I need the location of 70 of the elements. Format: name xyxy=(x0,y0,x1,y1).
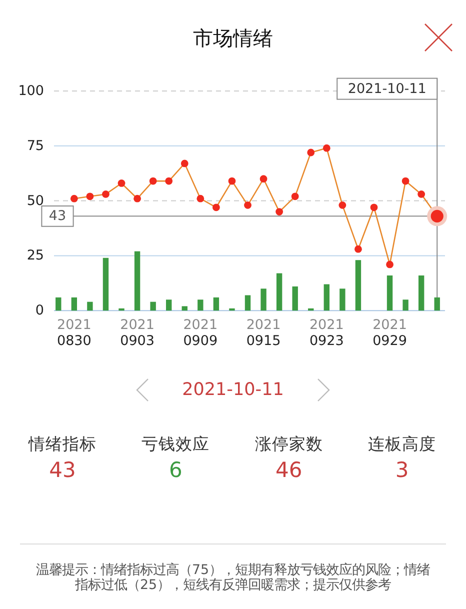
point xyxy=(228,177,236,185)
chart-title: 市场情绪 xyxy=(193,26,273,50)
point xyxy=(402,177,410,185)
x-tick-label: 2021 0909 xyxy=(183,317,218,349)
bar xyxy=(102,258,109,311)
bar xyxy=(324,284,330,311)
data-label: 6 xyxy=(169,458,182,482)
annotation: 2021-10-11 xyxy=(348,81,426,97)
category-label: 连板高度 xyxy=(368,434,436,454)
y-tick-label: 25 xyxy=(26,248,44,264)
point xyxy=(165,177,173,185)
point xyxy=(338,201,346,209)
x-tick-label: 2021 0830 xyxy=(56,317,92,349)
point xyxy=(118,180,126,187)
text: 2021-10-11 xyxy=(182,380,284,400)
category-label: 亏钱效应 xyxy=(142,434,210,454)
bar xyxy=(418,275,424,311)
bar xyxy=(118,308,124,311)
point xyxy=(149,177,157,185)
bar xyxy=(150,302,156,311)
point xyxy=(212,204,220,212)
point xyxy=(102,190,110,198)
point xyxy=(370,204,378,212)
data-label: 3 xyxy=(395,458,409,482)
data-label: 43 xyxy=(49,458,76,482)
bar xyxy=(229,308,235,311)
x-tick-label: 2021 0929 xyxy=(372,317,407,349)
point xyxy=(134,194,141,202)
bar xyxy=(134,251,140,311)
point xyxy=(386,260,394,268)
point xyxy=(70,194,78,202)
y-tick-label: 100 xyxy=(18,83,44,99)
bar xyxy=(166,300,172,311)
point xyxy=(418,190,426,198)
point xyxy=(196,194,204,202)
bar xyxy=(71,297,78,311)
data-label: 46 xyxy=(276,458,302,482)
bar xyxy=(292,286,298,311)
point xyxy=(86,192,94,200)
point xyxy=(260,175,268,183)
bar xyxy=(260,288,266,311)
bar xyxy=(87,302,93,311)
point xyxy=(244,201,252,209)
bar xyxy=(198,300,204,311)
y-tick-label: 0 xyxy=(35,302,44,319)
category-label: 情绪指标 xyxy=(28,434,96,454)
bar xyxy=(276,273,282,311)
category-label: 涨停家数 xyxy=(254,434,323,454)
y-tick-label: 75 xyxy=(26,138,44,154)
bar xyxy=(213,297,220,311)
bar xyxy=(244,295,251,311)
text: 温馨提示：情绪指标过高（75），短期有释放亏钱效应的风险；情绪指标过低（25），短线有反弹回暖需求；提示仅供参考 xyxy=(34,563,432,593)
bar xyxy=(56,297,62,311)
y-tick-label: 50 xyxy=(26,192,44,209)
point xyxy=(354,245,362,253)
ref-line-label: 43 xyxy=(48,208,66,224)
bar xyxy=(340,288,346,311)
point xyxy=(307,148,315,156)
x-tick-label: 2021 0903 xyxy=(120,317,154,349)
bar xyxy=(386,275,393,311)
point xyxy=(276,208,284,216)
bar xyxy=(182,306,188,311)
x-tick-label: 2021 0923 xyxy=(309,317,344,349)
point xyxy=(322,144,330,152)
bar xyxy=(355,260,362,311)
point xyxy=(180,160,188,168)
bar xyxy=(402,300,408,311)
x-tick-label: 2021 0915 xyxy=(246,317,281,349)
bar xyxy=(434,297,440,311)
point xyxy=(291,192,299,200)
